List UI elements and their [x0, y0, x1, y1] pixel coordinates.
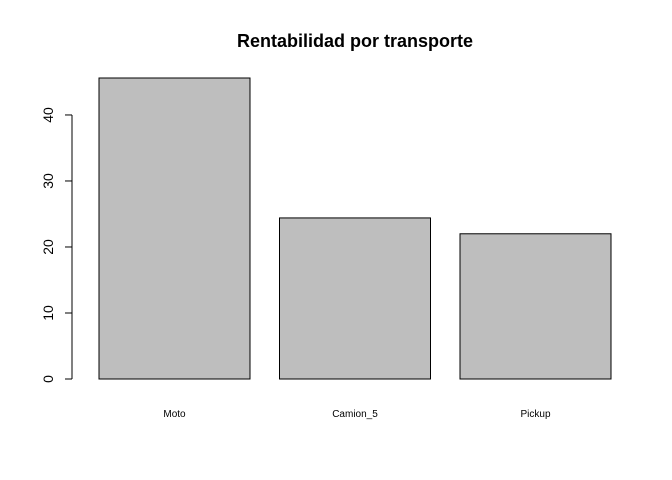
- y-tick-label: 10: [40, 305, 56, 321]
- y-axis: 0 10 20 30 40: [40, 107, 73, 383]
- y-tick-label: 40: [40, 107, 56, 123]
- y-tick-label: 30: [40, 173, 56, 189]
- y-tick-label: 0: [40, 375, 56, 383]
- bars-group: [98, 77, 612, 380]
- bar-camion_5: [279, 217, 431, 380]
- category-label: Camion_5: [332, 409, 378, 420]
- bar-pickup: [459, 233, 612, 380]
- category-labels: Moto Camion_5 Pickup: [163, 409, 551, 420]
- chart-title: Rentabilidad por transporte: [237, 31, 473, 51]
- category-label: Pickup: [520, 409, 550, 420]
- y-tick-label: 20: [40, 239, 56, 255]
- category-label: Moto: [163, 409, 186, 420]
- bar-moto: [98, 77, 251, 380]
